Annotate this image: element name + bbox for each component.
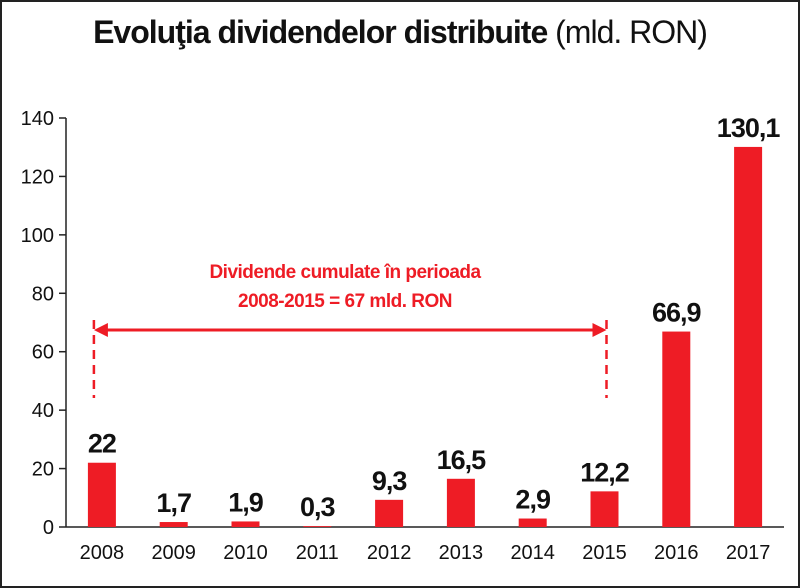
- x-tick-label-2014: 2014: [510, 542, 555, 564]
- annotation-line-1: Dividende cumulate în perioada: [209, 262, 481, 283]
- y-tick-label: 140: [21, 108, 54, 130]
- bar-2017: [734, 146, 763, 527]
- y-tick-label: 100: [21, 225, 54, 247]
- x-tick-label-2015: 2015: [582, 542, 627, 564]
- bar-2014: [518, 518, 547, 527]
- bars: [87, 146, 763, 527]
- annotation-arrowhead-left: [93, 323, 108, 337]
- data-label-2009: 1,7: [156, 488, 191, 518]
- data-label-2011: 0,3: [300, 492, 336, 522]
- y-ticks: 0 20 40 60 80 100 120 140: [21, 108, 66, 539]
- bar-2012: [375, 499, 404, 527]
- chart-title-unit: (mld. RON): [555, 14, 708, 50]
- annotation-line-2: 2008-2015 = 67 mld. RON: [238, 291, 452, 312]
- x-tick-label-2010: 2010: [223, 542, 268, 564]
- x-tick-label-2013: 2013: [439, 542, 484, 564]
- bar-2011: [303, 526, 332, 527]
- bar-2013: [446, 478, 475, 527]
- bar-2010: [231, 521, 260, 527]
- data-label-2015: 12,2: [580, 457, 629, 487]
- bar-2015: [590, 491, 619, 527]
- data-label-2016: 66,9: [652, 298, 702, 328]
- x-tick-label-2017: 2017: [726, 542, 771, 564]
- bar-2009: [159, 522, 188, 527]
- y-tick-label: 80: [32, 283, 54, 305]
- bar-2016: [662, 331, 691, 527]
- data-label-2013: 16,5: [437, 445, 487, 475]
- x-tick-label-2016: 2016: [654, 542, 699, 564]
- data-label-2010: 1,9: [228, 487, 264, 517]
- y-tick-label: 120: [21, 166, 54, 188]
- y-tick-label: 40: [32, 400, 54, 422]
- annotation-arrowhead-right: [592, 323, 607, 337]
- data-label-2014: 2,9: [515, 485, 551, 515]
- x-ticks: 2008 2009 2010 2011 2012 2013 2014 2015 2016 2017: [80, 542, 771, 564]
- annotation: Dividende cumulate în perioada 2008-2015…: [92, 262, 608, 398]
- y-tick-label: 0: [43, 517, 54, 539]
- y-tick-label: 60: [32, 342, 54, 364]
- x-tick-label-2009: 2009: [151, 542, 196, 564]
- data-labels: 22 1,7 1,9 0,3 9,3 16,5 2,9 12,2 66,9 130,1: [88, 113, 781, 522]
- data-label-2017: 130,1: [717, 113, 781, 143]
- x-tick-label-2011: 2011: [296, 542, 339, 564]
- chart-title-main: Evoluţia dividendelor distribuite: [93, 14, 548, 50]
- bar-2008: [87, 462, 116, 527]
- x-tick-label-2008: 2008: [80, 542, 125, 564]
- data-label-2008: 22: [88, 429, 116, 459]
- chart-title: Evoluţia dividendelor distribuite (mld. …: [0, 14, 800, 51]
- x-tick-label-2012: 2012: [367, 542, 412, 564]
- data-label-2012: 9,3: [372, 466, 408, 496]
- y-tick-label: 20: [32, 459, 54, 481]
